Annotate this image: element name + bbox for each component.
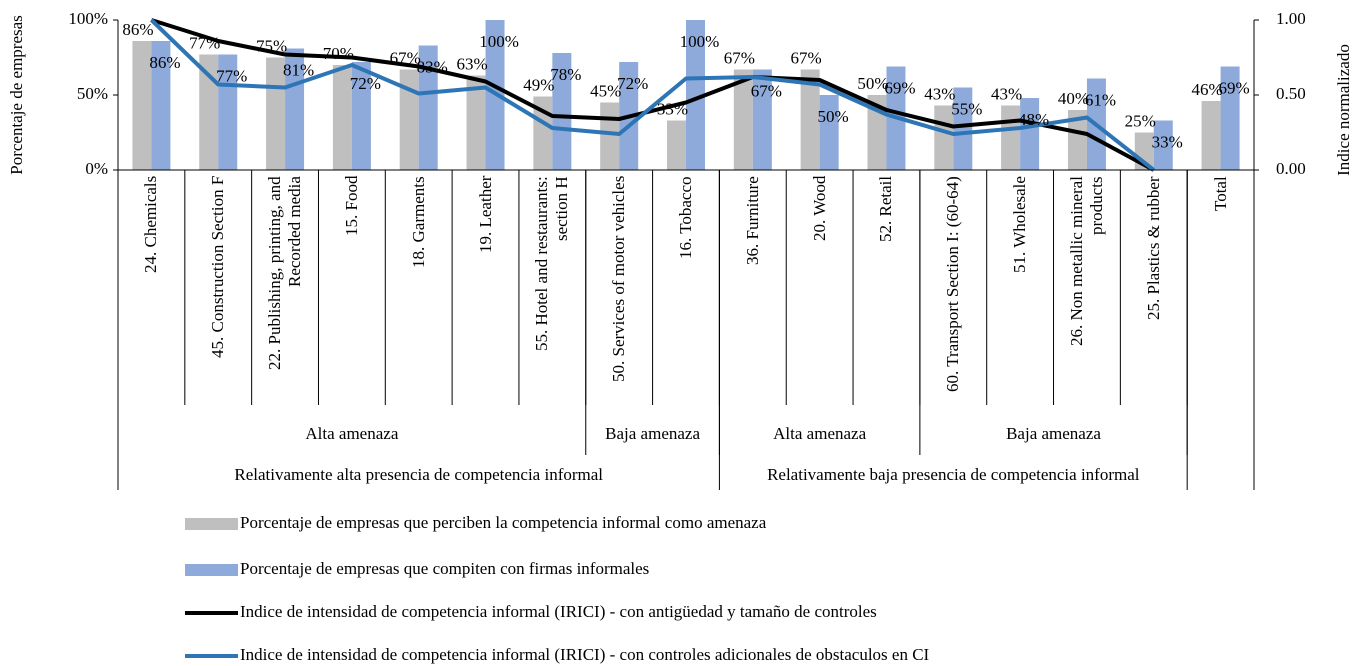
group-label: Baja amenaza [1006,424,1101,443]
bar [552,53,572,170]
x-tick-label: 45. Construction Section F [208,176,228,359]
value-label: 48% [1018,110,1049,129]
value-label: 77% [189,33,220,52]
x-tick-label: 51. Wholesale [1010,176,1030,273]
x-tick-label: 15. Food [341,176,361,237]
legend-label: Indice de intensidad de competencia info… [240,602,877,621]
bar [132,41,152,170]
value-label: 86% [149,53,180,72]
bar [1153,120,1173,170]
value-label: 46% [1192,80,1223,99]
bar [733,69,753,170]
y-tick-label: 100% [68,9,108,28]
value-label: 72% [350,74,381,93]
value-label: 40% [1058,89,1089,108]
legend-label: Porcentaje de empresas que perciben la c… [240,513,767,532]
x-tick-label: Total [1210,176,1230,211]
bar [953,87,973,170]
y2-axis-title: Indice normalizado [1334,44,1353,176]
value-label: 25% [1125,111,1156,130]
value-label: 83% [417,57,448,76]
value-label: 78% [550,65,581,84]
y-tick-label: 0% [85,159,108,178]
value-label: 69% [884,78,915,97]
group-label: Alta amenaza [773,424,866,443]
bar [1067,110,1087,170]
group-label: Baja amenaza [605,424,700,443]
bar [1201,101,1221,170]
group-label: Alta amenaza [305,424,398,443]
bar [332,65,352,170]
value-label: 33% [1152,132,1183,151]
x-tick-label: 50. Services of motor vehicles [609,176,629,383]
y2-tick-label: 0.50 [1276,84,1306,103]
x-tick-label: 18. Garments [408,176,428,268]
value-label: 67% [724,48,755,67]
value-label: 45% [590,81,621,100]
x-tick-label: 26. Non metallic mineral products [1066,176,1106,346]
value-label: 55% [951,99,982,118]
x-tick-label: 55. Hotel and restaurants: section H [532,176,572,351]
x-tick-label: 20. Wood [809,176,829,242]
bar [819,95,839,170]
legend-label: Indice de intensidad de competencia info… [240,645,930,664]
value-label: 77% [216,66,247,85]
y2-tick-label: 0.00 [1276,159,1306,178]
bar [686,20,705,170]
value-label: 69% [1219,78,1250,97]
x-tick-label: 25. Plastics & rubber [1143,176,1163,320]
legend-swatch [185,518,238,530]
group-label: Relativamente baja presencia de competen… [767,465,1140,484]
bar [199,54,219,170]
bar [351,62,371,170]
bar [285,48,305,170]
value-label: 33% [657,99,688,118]
value-label: 61% [1085,90,1116,109]
legend-swatch [185,564,238,576]
value-label: 75% [256,36,287,55]
value-label: 70% [323,44,354,63]
x-tick-label: 24. Chemicals [141,176,161,274]
value-label: 43% [924,84,955,103]
line [150,18,1155,172]
value-label: 43% [991,84,1022,103]
x-tick-label: 22. Publishing, printing, and Recorded m… [265,176,305,370]
value-label: 49% [523,75,554,94]
value-label: 72% [617,74,648,93]
value-label: 100% [479,32,519,51]
y2-tick-label: 1.00 [1276,9,1306,28]
value-label: 67% [751,81,782,100]
x-tick-label: 36. Furniture [742,176,762,265]
value-label: 67% [390,48,421,67]
value-label: 100% [680,32,720,51]
y-axis-title: Porcentaje de empresas [7,15,26,175]
y-tick-label: 50% [77,84,108,103]
bar [151,41,171,170]
value-label: 50% [818,107,849,126]
value-label: 50% [857,74,888,93]
value-label: 63% [456,54,487,73]
bar [466,75,486,170]
bar [399,69,419,170]
x-tick-label: 52. Retail [876,176,896,243]
value-label: 86% [122,20,153,39]
value-label: 81% [283,60,314,79]
bar [600,102,620,170]
value-label: 67% [791,48,822,67]
group-label: Relativamente alta presencia de competen… [234,465,603,484]
line [150,18,1155,172]
x-tick-label: 19. Leather [475,176,495,254]
bar [800,69,820,170]
legend-label: Porcentaje de empresas que compiten con … [240,559,649,578]
bar [1220,66,1240,170]
bar [667,120,686,170]
x-tick-label: 60. Transport Section I: (60-64) [943,176,963,392]
bar [1020,98,1040,170]
bar [752,69,772,170]
x-tick-label: 16. Tobacco [676,176,695,259]
bar [418,45,438,170]
